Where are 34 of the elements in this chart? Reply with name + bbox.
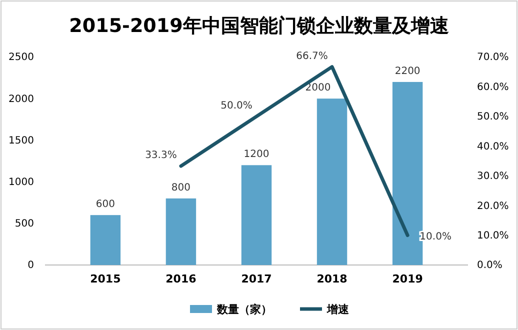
y-tick-label: 2000 — [8, 94, 34, 105]
bar — [316, 98, 348, 265]
legend-label: 增速 — [326, 303, 350, 316]
data-label: 33.3% — [145, 150, 177, 162]
y2-tick-label: 50.0% — [477, 112, 509, 123]
x-tick-label: 2015 — [90, 272, 121, 286]
y-tick-label: 2500 — [8, 52, 34, 64]
data-label: 600 — [96, 199, 115, 210]
y2-tick-label: 60.0% — [477, 82, 509, 93]
data-label: 800 — [171, 182, 191, 194]
y-tick-label: 500 — [14, 218, 34, 230]
y2-tick-label: 20.0% — [477, 200, 509, 212]
data-label: 66.7% — [296, 50, 328, 62]
y2-tick-label: 0.0% — [477, 260, 502, 272]
data-label: 2200 — [394, 66, 420, 77]
chart-title: 2015-2019年中国智能门锁企业数量及增速 — [69, 15, 449, 37]
y-tick-label: 0 — [28, 260, 34, 272]
y2-tick-label: 70.0% — [477, 52, 509, 64]
bar — [90, 215, 121, 265]
y2-tick-label: 40.0% — [477, 141, 509, 152]
x-tick-label: 2019 — [392, 272, 423, 286]
y2-tick-label: 30.0% — [477, 171, 509, 182]
legend-label: 数量（家） — [216, 303, 272, 316]
x-tick-label: 2018 — [316, 272, 348, 286]
y-tick-label: 1500 — [8, 135, 34, 146]
y2-tick-label: 10.0% — [477, 230, 509, 242]
y-tick-label: 1000 — [8, 177, 34, 188]
data-label: 50.0% — [220, 100, 252, 112]
x-tick-label: 2017 — [241, 272, 272, 286]
data-label: 1200 — [244, 149, 270, 160]
bar — [166, 198, 196, 265]
bar — [241, 165, 272, 265]
x-tick-label: 2016 — [166, 272, 197, 286]
data-label: 2000 — [305, 82, 331, 94]
